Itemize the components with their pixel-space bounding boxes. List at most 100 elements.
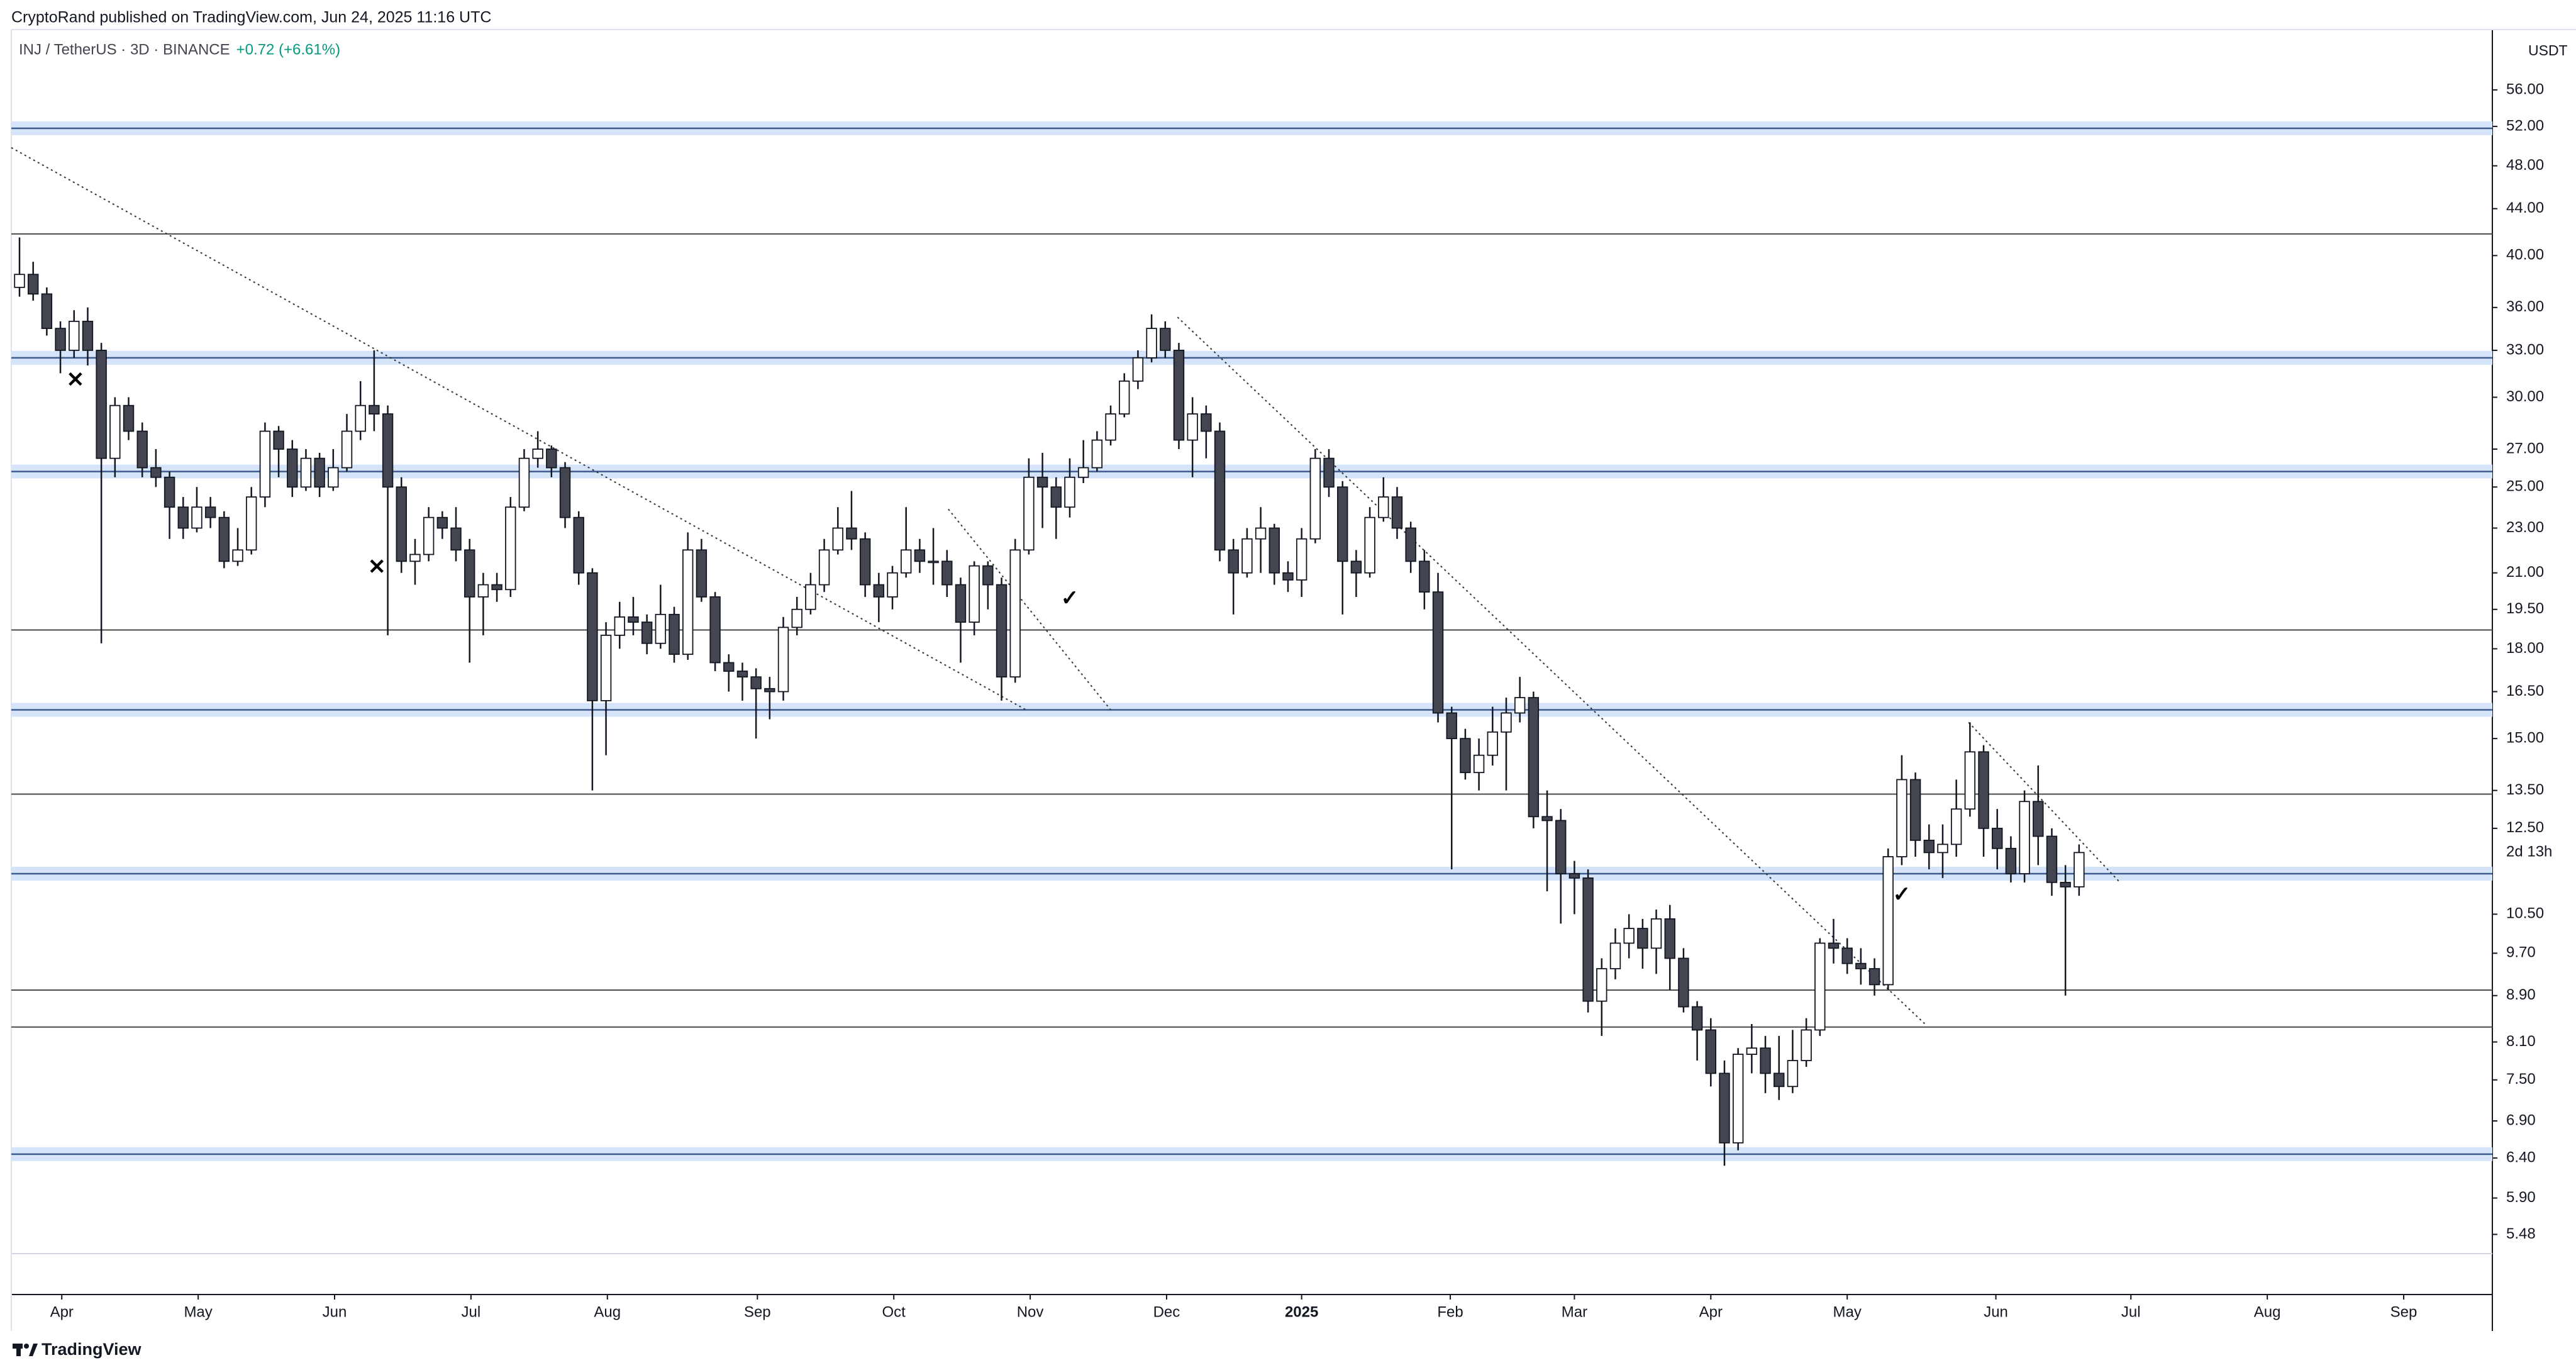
candle-body (1664, 918, 1675, 959)
candle (218, 511, 230, 569)
candle (1978, 745, 1989, 857)
candle (1501, 698, 1512, 791)
candle (764, 677, 775, 720)
candle (355, 381, 366, 440)
candle-body (232, 549, 243, 562)
y-tick-label: 15.00 (2506, 729, 2544, 746)
candle (1391, 487, 1403, 539)
candle-body (1228, 549, 1239, 574)
change-label: +0.72 (+6.61%) (236, 41, 340, 58)
candle-body (1419, 560, 1430, 593)
x-tick-label: Jul (462, 1303, 481, 1320)
candle (2005, 836, 2017, 883)
candle (1419, 550, 1430, 610)
candle-body (1255, 527, 1267, 540)
candle (1882, 848, 1894, 991)
candle-body (136, 430, 148, 469)
candle (1364, 507, 1375, 578)
candle-body (273, 430, 284, 450)
candle (1923, 824, 1935, 870)
candle-body (1405, 527, 1416, 562)
candle (600, 622, 612, 755)
candle (1446, 706, 1457, 870)
countdown: 2d 13h (2506, 844, 2552, 860)
candle-body (1937, 844, 1948, 854)
candle (300, 449, 312, 491)
y-tick-label: 5.48 (2506, 1225, 2536, 1242)
candle (477, 572, 489, 635)
candle (245, 487, 257, 555)
candle-body (1364, 516, 1375, 574)
candle (1855, 948, 1867, 985)
candle-body (1214, 430, 1226, 551)
candle-body (777, 627, 789, 693)
candle (1282, 561, 1294, 593)
candle-body (941, 560, 953, 586)
x-tick-label: 2025 (1285, 1303, 1318, 1320)
candle-body (2074, 852, 2085, 888)
y-tick-label: 21.00 (2506, 564, 2544, 581)
candle-body (382, 413, 394, 488)
candle-body (1282, 572, 1294, 581)
candle-body (328, 467, 339, 488)
candle-body (1473, 754, 1485, 774)
candle-body (682, 549, 694, 655)
candle-body (1501, 712, 1512, 733)
candle-body (259, 430, 271, 498)
candle-body (1841, 947, 1853, 964)
candle-body (2019, 801, 2030, 874)
candle (1719, 1061, 1730, 1166)
candle (423, 507, 435, 562)
candle (273, 426, 284, 477)
y-tick-label: 40.00 (2506, 247, 2544, 264)
candle (2019, 790, 2030, 883)
candle (1896, 755, 1907, 866)
candle-body (1091, 439, 1103, 469)
candle-body (450, 527, 462, 551)
candle (532, 431, 543, 468)
candle (150, 449, 162, 487)
y-tick-label: 27.00 (2506, 440, 2544, 457)
footer-logo (13, 1344, 38, 1356)
candle (287, 440, 298, 498)
candle (1050, 477, 1062, 539)
candle (682, 532, 694, 660)
candle (1023, 458, 1035, 555)
candle (1760, 1035, 1771, 1093)
candle-body (1609, 942, 1621, 969)
candle-body (123, 404, 135, 432)
candle-body (1992, 827, 2003, 849)
candle (1774, 1035, 1785, 1100)
symbol-title: INJ / TetherUS · 3D · BINANCE (19, 41, 230, 58)
candle (1937, 824, 1948, 878)
y-tick-label: 25.00 (2506, 478, 2544, 495)
candle (805, 572, 816, 615)
candle-body (1146, 328, 1157, 359)
candle (887, 565, 898, 610)
marker: ✕ (67, 368, 85, 392)
candle-body (1514, 697, 1526, 714)
marker: ✓ (1893, 883, 1911, 906)
candle-body (1719, 1072, 1730, 1144)
candle-body (1923, 839, 1935, 854)
candle-body (1323, 457, 1335, 488)
candle-body (887, 572, 898, 598)
candle-body (1596, 968, 1607, 1002)
candle (1705, 1018, 1717, 1087)
candle (55, 321, 66, 374)
candle-body (1378, 496, 1389, 518)
candle (818, 538, 830, 593)
candle (873, 572, 885, 623)
candle-body (1855, 962, 1867, 969)
candle (369, 350, 380, 432)
candle-body (846, 527, 857, 540)
candle (41, 287, 53, 336)
candle-body (69, 320, 80, 351)
candle (1173, 343, 1185, 450)
candle-body (1568, 873, 1580, 879)
candle-body (96, 350, 107, 459)
candle (655, 584, 667, 649)
candle (177, 497, 189, 539)
candle-body (723, 662, 735, 672)
